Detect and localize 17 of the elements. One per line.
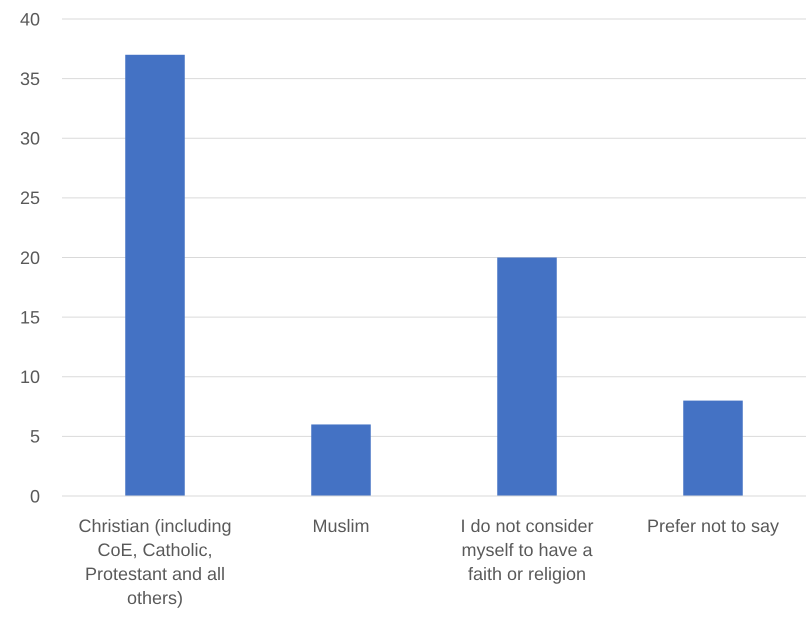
y-tick-label: 10 <box>20 367 40 388</box>
x-tick-label: I do not consider myself to have a faith or religion <box>460 516 594 584</box>
y-tick-label: 35 <box>20 68 40 89</box>
y-tick-label: 20 <box>20 248 40 268</box>
y-tick-label: 0 <box>30 486 40 506</box>
bar <box>125 54 185 496</box>
y-tick-label: 25 <box>20 188 40 208</box>
bar <box>683 400 743 496</box>
y-tick-label: 5 <box>30 426 40 447</box>
bar <box>311 424 371 496</box>
x-tick-label: Prefer not to say <box>646 516 780 536</box>
x-tick-label: Muslim <box>312 516 370 536</box>
y-tick-label: 40 <box>20 9 40 30</box>
bar <box>497 258 557 496</box>
x-tick-label: Christian (including CoE, Catholic, Protestant and all others) <box>78 516 232 608</box>
y-tick-label: 30 <box>20 128 40 149</box>
y-tick-label: 15 <box>20 307 40 328</box>
